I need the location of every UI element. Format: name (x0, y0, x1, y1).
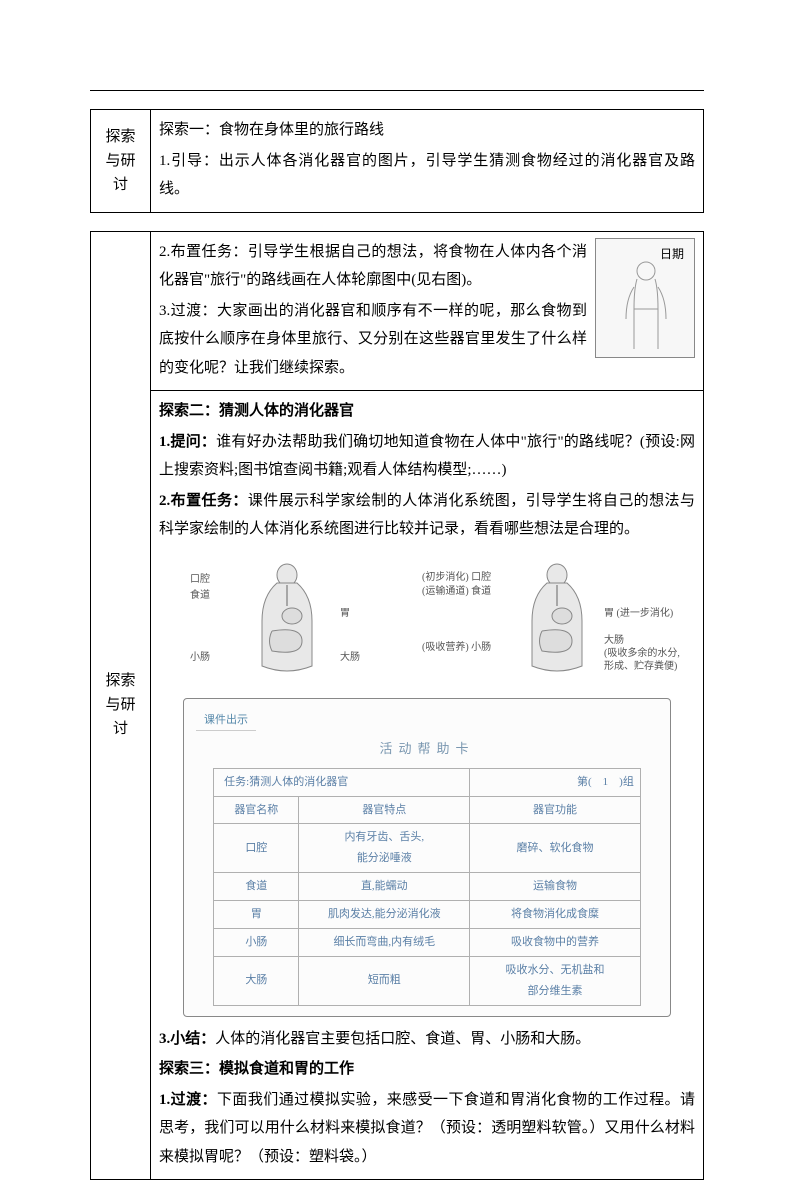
card-row-0: 口腔 内有牙齿、舌头, 能分泌唾液 磨碎、软化食物 (214, 824, 641, 873)
table1-side-text: 探索 与研讨 (105, 129, 135, 193)
card-title: 活动帮助卡 (184, 737, 670, 762)
card-r2c2: 将食物消化成食糜 (470, 901, 641, 929)
card-r3c1: 细长而弯曲,内有绒毛 (299, 929, 470, 957)
card-h1: 器官特点 (299, 796, 470, 824)
card-row-3: 小肠 细长而弯曲,内有绒毛 吸收食物中的营养 (214, 929, 641, 957)
left-lbl-esoph: 食道 (190, 586, 210, 605)
sec2-p4-label: 1.过渡： (159, 1092, 217, 1108)
anatomy-left: 口腔 食道 胃 小肠 大肠 (172, 556, 402, 686)
right-lbl-esoph: (运输通道) 食道 (422, 582, 491, 601)
card-r1c1: 直,能蠕动 (299, 873, 470, 901)
top-divider (90, 90, 704, 91)
explore1-title: 探索一：食物在身体里的旅行路线 (159, 116, 695, 145)
anatomy-right: (初步消化) 口腔 (运输通道) 食道 胃 (进一步消化) (吸收营养) 小肠 … (422, 556, 682, 686)
card-table: 任务:猜测人体的消化器官 第( 1 )组 器官名称 器官特点 器官功能 口腔 内… (213, 768, 641, 1006)
card-r4c0: 大肠 (214, 956, 299, 1005)
explore3-title: 探索三：模拟食道和胃的工作 (159, 1055, 695, 1084)
explore1-line1: 1.引导：出示人体各消化器官的图片，引导学生猜测食物经过的消化器官及路线。 (159, 147, 695, 204)
sec2-p3-label: 3.小结： (159, 1031, 215, 1047)
table2-side-text: 探索 与研讨 (105, 673, 135, 737)
card-r4c2: 吸收水分、无机盐和 部分维生素 (470, 956, 641, 1005)
right-lbl-small: (吸收营养) 小肠 (422, 638, 491, 657)
card-r4c1: 短而粗 (299, 956, 470, 1005)
sec2-p1: 1.提问：谁有好办法帮助我们确切地知道食物在人体中"旅行"的路线呢？(预设:网上… (159, 428, 695, 485)
sec2-p3-text: 人体的消化器官主要包括口腔、食道、胃、小肠和大肠。 (215, 1031, 590, 1047)
sec2-p2: 2.布置任务：课件展示科学家绘制的人体消化系统图，引导学生将自己的想法与科学家绘… (159, 487, 695, 544)
anatomy-right-svg (512, 561, 602, 681)
anatomy-left-svg (242, 561, 332, 681)
card-h0: 器官名称 (214, 796, 299, 824)
card-header-row: 器官名称 器官特点 器官功能 (214, 796, 641, 824)
card-task-right: 第( 1 )组 (470, 768, 641, 796)
card-r1c0: 食道 (214, 873, 299, 901)
card-r0c0: 口腔 (214, 824, 299, 873)
card-r3c2: 吸收食物中的营养 (470, 929, 641, 957)
table2-sec1: 日期 2.布置任务：引导学生根据自己的想法，将食物在人体内各个消化器官"旅行"的… (151, 231, 704, 391)
card-h2: 器官功能 (470, 796, 641, 824)
table2-side-label: 探索 与研讨 (91, 231, 151, 1180)
sec2-p1-label: 1.提问： (159, 434, 216, 450)
sec2-p4: 1.过渡：下面我们通过模拟实验，来感受一下食道和胃消化食物的工作过程。请思考，我… (159, 1086, 695, 1172)
thumbnail-date-label: 日期 (660, 243, 684, 266)
table1-side-label: 探索 与研讨 (91, 110, 151, 213)
card-task-left: 任务:猜测人体的消化器官 (214, 768, 470, 796)
table-2: 探索 与研讨 日期 2.布置任务：引导学生根据自己的想法，将食物在人体内各个消化… (90, 231, 704, 1180)
card-r2c1: 肌肉发达,能分泌消化液 (299, 901, 470, 929)
right-lbl-stomach: 胃 (进一步消化) (604, 604, 673, 623)
table2-sec2: 探索二：猜测人体的消化器官 1.提问：谁有好办法帮助我们确切地知道食物在人体中"… (151, 391, 704, 1180)
sec2-p2-label: 2.布置任务： (159, 493, 248, 509)
explore2-title: 探索二：猜测人体的消化器官 (159, 397, 695, 426)
card-row-2: 胃 肌肉发达,能分泌消化液 将食物消化成食糜 (214, 901, 641, 929)
body-outline-thumbnail: 日期 (595, 238, 695, 358)
sec2-p3: 3.小结：人体的消化器官主要包括口腔、食道、胃、小肠和大肠。 (159, 1025, 695, 1054)
left-lbl-small: 小肠 (190, 648, 210, 667)
sec2-p4-text: 下面我们通过模拟实验，来感受一下食道和胃消化食物的工作过程。请思考，我们可以用什… (159, 1092, 695, 1165)
table-1: 探索 与研讨 探索一：食物在身体里的旅行路线 1.引导：出示人体各消化器官的图片… (90, 109, 704, 213)
activity-card: 课件出示 活动帮助卡 任务:猜测人体的消化器官 第( 1 )组 器官名称 器官特… (183, 698, 671, 1017)
card-r2c0: 胃 (214, 901, 299, 929)
sec2-p1-text: 谁有好办法帮助我们确切地知道食物在人体中"旅行"的路线呢？(预设:网上搜索资料;… (159, 434, 695, 479)
card-r3c0: 小肠 (214, 929, 299, 957)
anatomy-diagram-row: 口腔 食道 胃 小肠 大肠 (159, 556, 695, 686)
card-r0c2: 磨碎、软化食物 (470, 824, 641, 873)
card-r0c1: 内有牙齿、舌头, 能分泌唾液 (299, 824, 470, 873)
card-r1c2: 运输食物 (470, 873, 641, 901)
left-lbl-stomach: 胃 (340, 604, 350, 623)
card-row-4: 大肠 短而粗 吸收水分、无机盐和 部分维生素 (214, 956, 641, 1005)
left-lbl-large: 大肠 (340, 648, 360, 667)
right-lbl-large: 大肠 (吸收多余的水分, 形成、贮存粪便) (604, 634, 680, 673)
card-tab: 课件出示 (196, 710, 256, 732)
card-row-1: 食道 直,能蠕动 运输食物 (214, 873, 641, 901)
table1-content: 探索一：食物在身体里的旅行路线 1.引导：出示人体各消化器官的图片，引导学生猜测… (151, 110, 704, 213)
